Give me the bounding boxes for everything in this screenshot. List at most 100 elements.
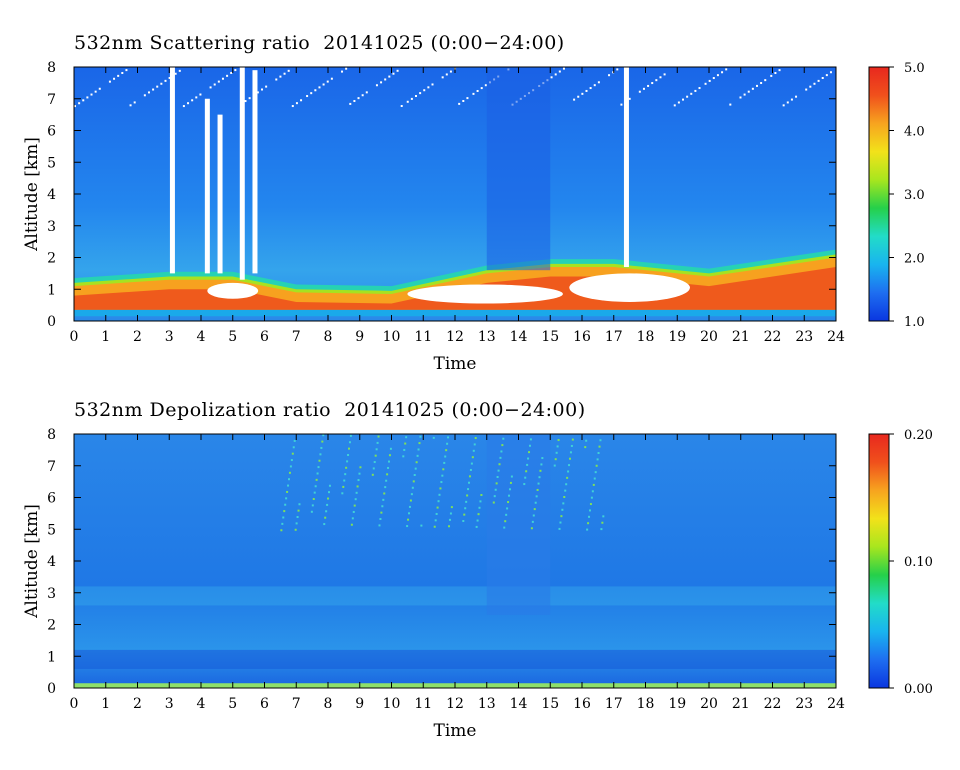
noise-speck	[467, 488, 470, 491]
x-tick-label: 23	[795, 329, 813, 345]
x-tick-label: 16	[573, 329, 591, 345]
noise-speck	[725, 68, 728, 71]
y-tick-label: 6	[47, 124, 56, 140]
noise-speck	[327, 497, 330, 500]
chart-title-scattering: 532nm Scattering ratio 20141025 (0:00−24…	[74, 32, 565, 54]
noise-speck	[349, 434, 352, 437]
noise-speck	[291, 105, 294, 108]
cloud-plume	[204, 98, 210, 274]
noise-speck	[537, 482, 540, 485]
x-tick-label: 0	[70, 329, 79, 345]
noise-speck	[195, 96, 198, 99]
y-tick-label: 8	[47, 427, 56, 443]
noise-speck	[651, 82, 654, 85]
noise-speck	[462, 99, 465, 102]
noise-speck	[432, 436, 435, 439]
noise-speck	[348, 441, 351, 444]
noise-speck	[523, 483, 526, 486]
noise-speck	[295, 522, 298, 525]
noise-speck	[295, 102, 298, 105]
y-tick-label: 7	[47, 92, 56, 108]
noise-speck	[602, 515, 605, 518]
noise-speck	[296, 516, 299, 519]
noise-speck	[433, 525, 436, 528]
noise-speck	[584, 446, 587, 449]
x-tick-label: 3	[165, 696, 174, 712]
noise-speck	[564, 489, 567, 492]
noise-speck	[593, 477, 596, 480]
noise-speck	[562, 67, 565, 70]
noise-speck	[440, 481, 443, 484]
noise-speck	[217, 80, 220, 83]
noise-speck	[417, 448, 420, 451]
noise-speck	[289, 465, 292, 468]
x-tick-label: 24	[827, 329, 845, 345]
noise-speck	[445, 73, 448, 76]
noise-speck	[297, 509, 300, 512]
noise-speck	[419, 435, 422, 438]
noise-speck	[589, 87, 592, 90]
x-tick-label: 14	[510, 696, 528, 712]
noise-speck	[553, 464, 556, 467]
noise-speck	[230, 71, 233, 74]
noise-speck	[265, 85, 268, 88]
noise-speck	[312, 498, 315, 501]
noise-speck	[288, 471, 291, 474]
noise-speck	[357, 479, 360, 482]
x-tick-label: 23	[795, 696, 813, 712]
noise-speck	[402, 455, 405, 458]
noise-speck	[468, 475, 471, 478]
noise-speck	[510, 475, 513, 478]
noise-speck	[462, 520, 465, 523]
noise-speck	[557, 439, 560, 442]
noise-speck	[351, 517, 354, 520]
noise-speck	[464, 507, 467, 510]
noise-speck	[561, 508, 564, 511]
y-tick-label: 0	[47, 681, 56, 697]
noise-speck	[318, 86, 321, 89]
noise-speck	[550, 76, 553, 79]
noise-speck	[164, 79, 167, 82]
noise-speck	[477, 513, 480, 516]
noise-speck	[795, 95, 798, 98]
noise-speck	[439, 487, 442, 490]
x-tick-label: 17	[605, 696, 623, 712]
noise-speck	[199, 93, 202, 96]
noise-speck	[499, 456, 502, 459]
noise-speck	[588, 509, 591, 512]
noise-speck	[447, 436, 450, 439]
noise-speck	[729, 103, 732, 106]
noise-speck	[388, 75, 391, 78]
noise-speck	[86, 96, 89, 99]
y-tick-label: 5	[47, 155, 56, 171]
x-axis-label: Time	[434, 354, 477, 374]
saturated-region	[407, 284, 563, 304]
noise-speck	[283, 72, 286, 75]
noise-speck	[442, 468, 445, 471]
noise-speck	[446, 442, 449, 445]
noise-speck	[445, 449, 448, 452]
x-tick-label: 21	[732, 329, 750, 345]
noise-speck	[438, 493, 441, 496]
noise-speck	[565, 483, 568, 486]
noise-speck	[147, 91, 150, 94]
noise-speck	[121, 71, 124, 74]
noise-speck	[642, 87, 645, 90]
noise-speck	[541, 457, 544, 460]
noise-speck	[328, 491, 330, 494]
low-signal-column	[486, 67, 551, 271]
noise-speck	[716, 74, 719, 77]
noise-speck	[355, 491, 358, 494]
noise-speck	[751, 87, 754, 90]
noise-speck	[378, 524, 381, 527]
noise-speck	[528, 451, 531, 454]
noise-speck	[403, 448, 406, 451]
x-tick-label: 17	[605, 329, 623, 345]
noise-speck	[342, 485, 345, 488]
noise-speck	[686, 95, 689, 98]
noise-speck	[358, 472, 361, 475]
noise-speck	[663, 73, 666, 76]
noise-speck	[414, 467, 417, 470]
noise-speck	[493, 495, 496, 498]
y-tick-label: 8	[47, 60, 56, 76]
